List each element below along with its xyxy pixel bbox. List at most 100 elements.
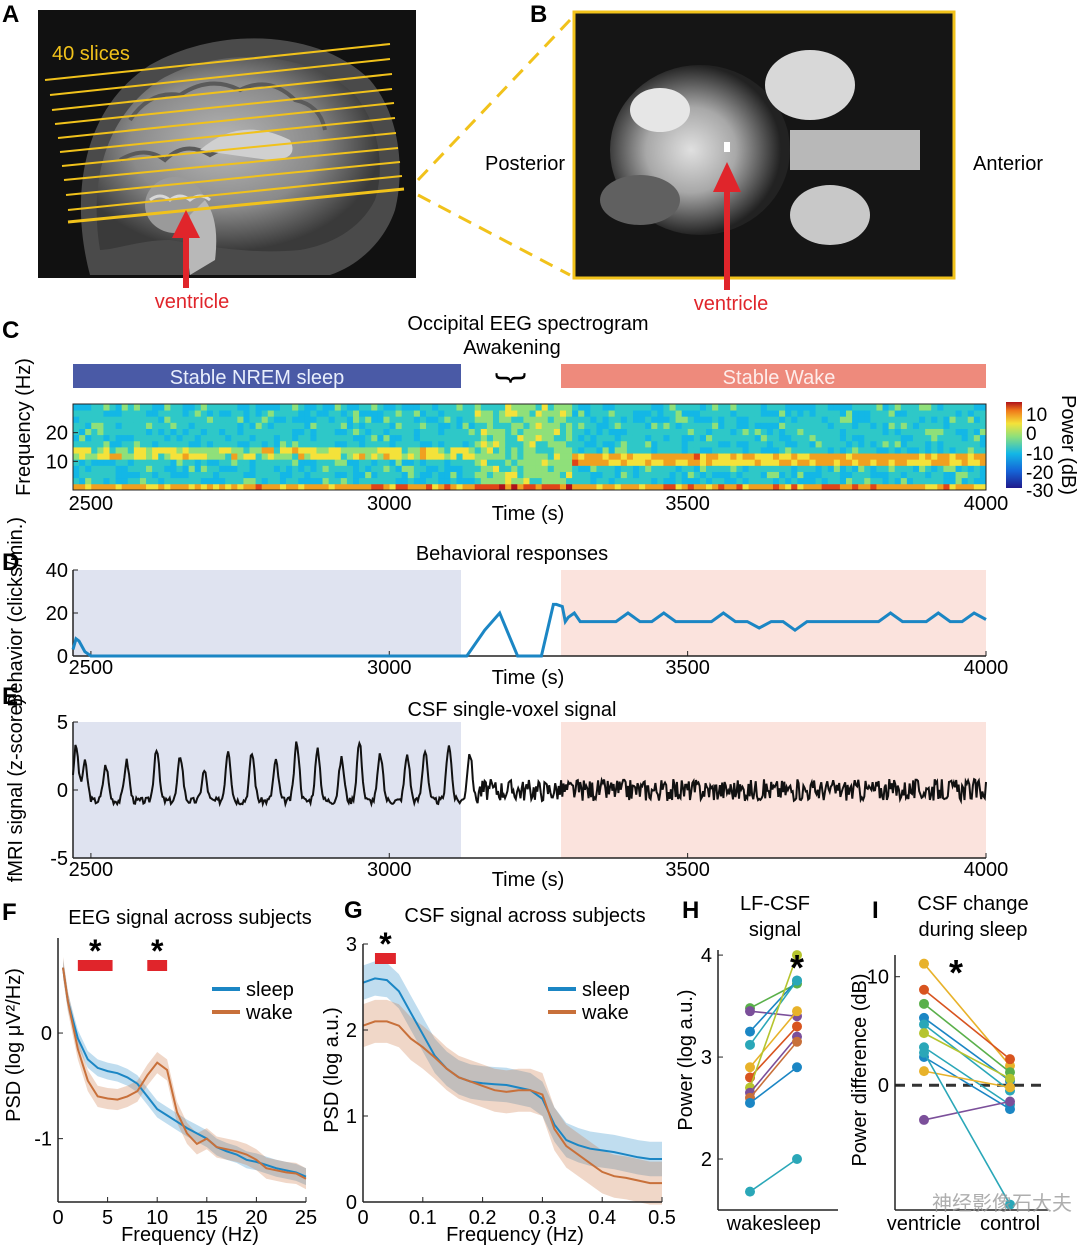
spectrogram-cell <box>511 459 518 466</box>
spectrogram-cell <box>912 428 920 436</box>
spectrogram-cell <box>724 440 731 448</box>
spectrogram-cell <box>450 483 457 491</box>
spectrogram-cell <box>669 410 676 417</box>
spectrogram-cell <box>389 422 396 429</box>
spectrogram-cell <box>852 483 859 491</box>
spectrogram-cell <box>243 422 250 429</box>
spectrogram-cell <box>912 465 920 472</box>
spectrogram-cell <box>474 447 482 454</box>
spectrogram-cell <box>760 440 768 448</box>
spectrogram-cell <box>146 428 153 436</box>
spectrogram-cell <box>919 404 926 411</box>
spectrogram-cell <box>219 483 226 491</box>
spectrogram-cell <box>273 453 281 460</box>
spectrogram-cell <box>553 459 561 466</box>
ventricle-label-b: ventricle <box>694 293 768 315</box>
spectrogram-cell <box>517 410 524 417</box>
spectrogram-cell <box>371 416 378 423</box>
panel-i-title-line2: during sleep <box>919 919 1028 941</box>
spectrogram-cell <box>639 447 646 454</box>
spectrogram-cell <box>492 459 500 466</box>
spectrogram-cell <box>669 422 676 429</box>
spectrogram-cell <box>279 453 287 460</box>
spectrogram-cell <box>371 440 378 448</box>
spectrogram-cell <box>785 459 792 466</box>
spectrogram-cell <box>310 465 317 472</box>
spectrogram-cell <box>949 465 956 472</box>
spectrogram-cell <box>797 404 804 411</box>
spectrogram-cell <box>158 416 165 423</box>
spectrogram-cell <box>675 440 683 448</box>
spectrogram-cell <box>730 428 737 436</box>
spectrogram-cell <box>882 434 890 442</box>
spectrogram-cell <box>231 434 238 442</box>
spectrogram-cell <box>535 477 543 485</box>
spectrogram-cell <box>237 465 244 472</box>
spectrogram-cell <box>328 428 336 436</box>
spectrogram-cell <box>298 404 305 411</box>
spectrogram-cell <box>663 471 670 479</box>
spectrogram-cell <box>85 447 92 454</box>
spectrogram-cell <box>85 471 92 479</box>
spectrogram-cell <box>109 416 117 423</box>
spectrogram-cell <box>961 422 969 429</box>
spectrogram-cell <box>718 440 725 448</box>
spectrogram-cell <box>906 404 914 411</box>
spectrogram-cell <box>961 440 969 448</box>
spectrogram-cell <box>541 434 549 442</box>
spectrogram-cell <box>894 459 902 466</box>
spectrogram-cell <box>407 428 415 436</box>
spectrogram-cell <box>359 416 366 423</box>
spectrogram-cell <box>401 434 409 442</box>
spectrogram-cell <box>109 471 117 479</box>
spectrogram-cell <box>206 434 214 442</box>
spectrogram-cell <box>243 483 250 491</box>
spectrogram-cell <box>979 465 987 472</box>
spectrogram-cell <box>590 447 597 454</box>
spectrogram-cell <box>365 404 372 411</box>
spectrogram-cell <box>517 416 524 423</box>
spectrogram-cell <box>115 428 123 436</box>
spectrogram-cell <box>669 434 676 442</box>
spectrogram-cell <box>146 404 153 411</box>
spectrogram-cell <box>432 404 439 411</box>
spectrogram-cell <box>803 434 810 442</box>
data-point <box>792 1021 802 1032</box>
spectrogram-cell <box>912 453 920 460</box>
spectrogram-cell <box>590 459 597 466</box>
spectrogram-cell <box>955 471 963 479</box>
spectrogram-cell <box>846 440 853 448</box>
spectrogram-cell <box>474 477 482 485</box>
spectrogram-cell <box>365 440 372 448</box>
spectrogram-cell <box>267 465 275 472</box>
spectrogram-cell <box>346 410 354 417</box>
spectrogram-cell <box>164 477 171 485</box>
spectrogram-cell <box>718 459 725 466</box>
spectrogram-cell <box>127 465 135 472</box>
spectrogram-cell <box>121 477 129 485</box>
spectrogram-cell <box>553 471 561 479</box>
spectrogram-cell <box>206 404 214 411</box>
spectrogram-cell <box>158 471 165 479</box>
spectrogram-cell <box>340 428 348 436</box>
spectrogram-cell <box>377 465 384 472</box>
spectrogram-cell <box>121 416 129 423</box>
spectrogram-cell <box>937 459 944 466</box>
spectrogram-cell <box>645 434 652 442</box>
spectrogram-cell <box>328 477 336 485</box>
legend-label-sleep: sleep <box>246 979 294 1001</box>
spectrogram-cell <box>742 453 750 460</box>
spectrogram-cell <box>334 422 342 429</box>
spectrogram-cell <box>632 471 640 479</box>
spectrogram-cell <box>109 404 117 411</box>
spectrogram-cell <box>687 483 695 491</box>
spectrogram-cell <box>492 453 500 460</box>
spectrogram-cell <box>413 404 421 411</box>
spectrogram-cell <box>736 410 743 417</box>
spectrogram-cell <box>669 453 676 460</box>
spectrogram-cell <box>419 410 427 417</box>
spectrogram-cell <box>937 477 944 485</box>
spectrogram-cell <box>803 453 810 460</box>
